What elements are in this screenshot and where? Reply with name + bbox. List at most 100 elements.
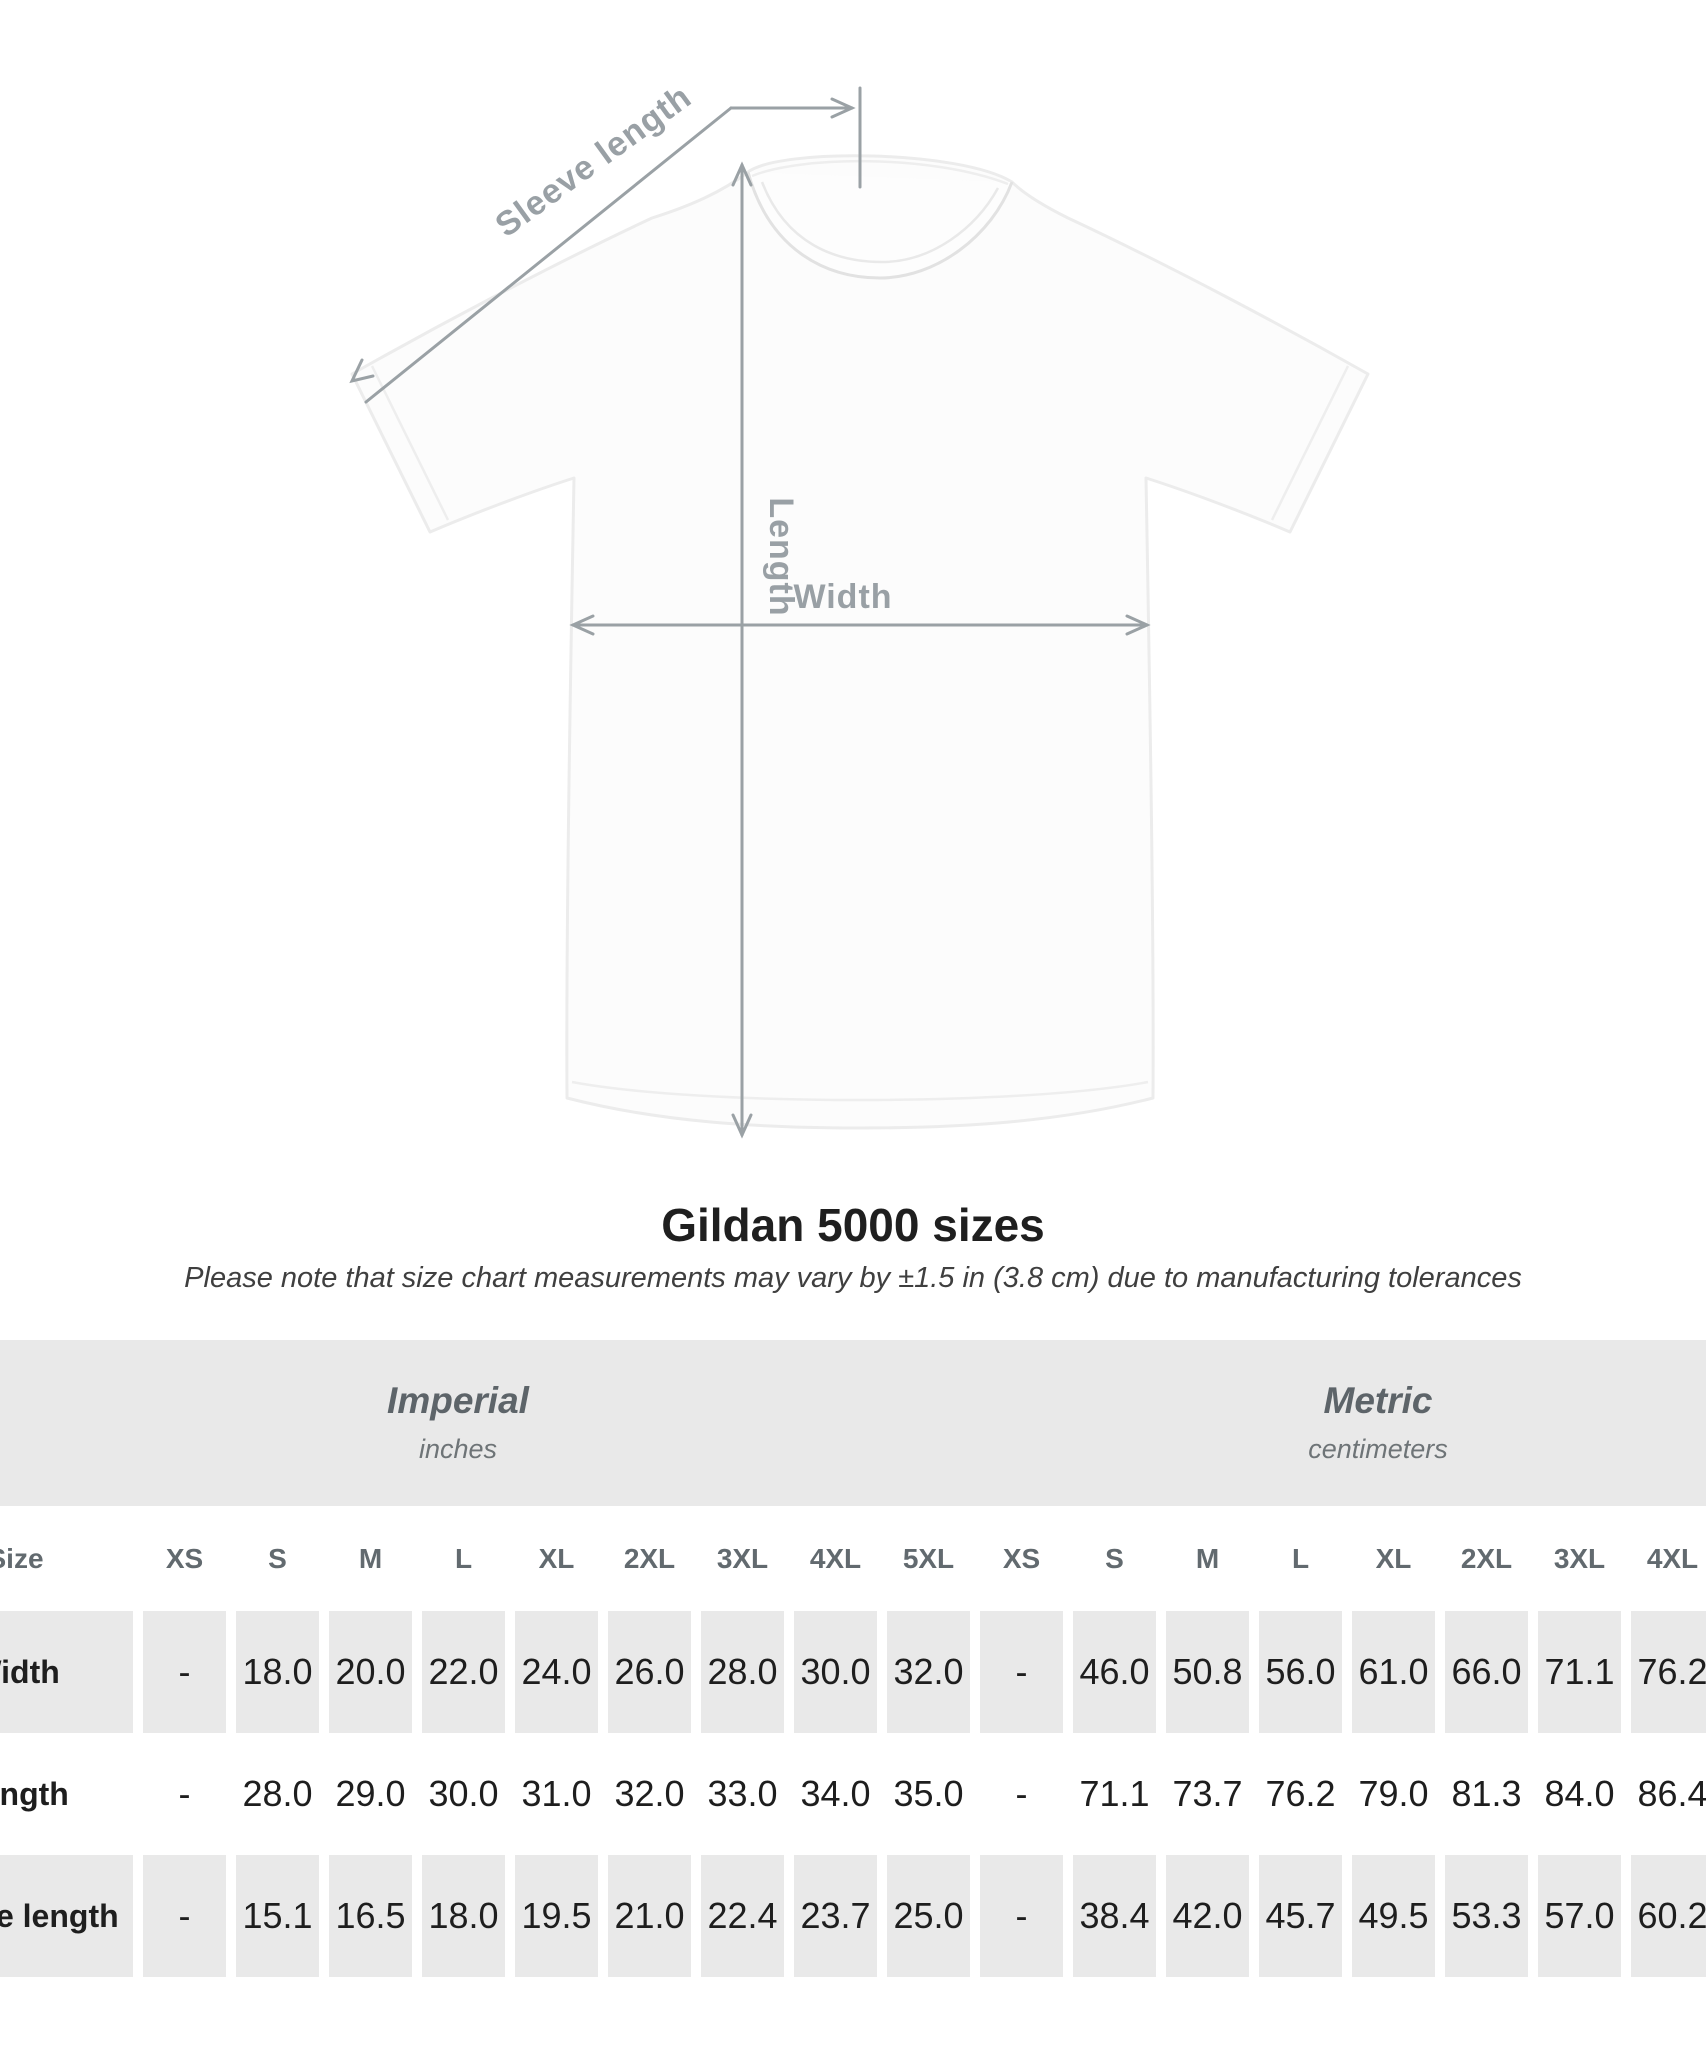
tolerance-note: Please note that size chart measurements…	[184, 1262, 1522, 1294]
table-row-sleeve-length: Sleeve length-15.116.518.019.521.022.423…	[0, 1855, 1706, 1977]
cell-imperial-value: 30.0	[794, 1611, 877, 1733]
row-label: Width	[0, 1611, 133, 1733]
cell-metric-value: 71.1	[1079, 1773, 1150, 1814]
imperial-unit: inches	[418, 1434, 498, 1464]
cell-imperial-value: -	[143, 1855, 226, 1977]
cell-imperial-value: 29.0	[335, 1773, 406, 1814]
metric-unit-header: Metric centimeters	[1038, 1340, 1706, 1465]
table-row-length: Length - 28.0 29.0 30.0 31.0 32.0 33.0 34.0 35.0 -…	[0, 1733, 1706, 1855]
cell-metric-value: 50.8	[1166, 1611, 1249, 1733]
col-header-imperial-xs: XS	[165, 1542, 204, 1574]
col-header-imperial-2xl: 2XL	[623, 1542, 676, 1574]
col-header-imperial-s: S	[268, 1542, 287, 1574]
page-title: Gildan 5000 sizes	[661, 1199, 1045, 1251]
cell-metric-value: 66.0	[1445, 1611, 1528, 1733]
col-header-metric-2xl: 2XL	[1460, 1542, 1513, 1574]
row-label-size: Size	[0, 1542, 44, 1574]
col-header-metric-s: S	[1105, 1542, 1124, 1574]
cell-imperial-value: -	[143, 1611, 226, 1733]
unit-header-band: Imperial inches Metric centimeters	[0, 1340, 1706, 1506]
col-header-imperial-m: M	[358, 1542, 383, 1574]
cell-metric-value: 76.2	[1631, 1611, 1706, 1733]
cell-metric-value: 81.3	[1451, 1773, 1522, 1814]
size-table: Imperial inches Metric centimeters Size X…	[0, 1340, 1706, 1977]
cell-metric-value: 46.0	[1073, 1611, 1156, 1733]
left-sleeve-hem	[370, 365, 450, 521]
table-row-width: Width-18.020.022.024.026.028.030.032.0-4…	[0, 1611, 1706, 1733]
row-label: Sleeve length	[0, 1855, 133, 1977]
metric-unit: centimeters	[1308, 1434, 1448, 1464]
cell-imperial-value: 32.0	[887, 1611, 970, 1733]
tshirt-graphic	[350, 154, 1370, 1130]
width-label: Width	[793, 578, 892, 616]
width-arrow	[569, 614, 1151, 636]
col-header-metric-m: M	[1195, 1542, 1220, 1574]
cell-imperial-value: 15.1	[236, 1855, 319, 1977]
tshirt-body	[350, 154, 1370, 1130]
imperial-title: Imperial	[387, 1380, 529, 1421]
size-table-body: Size XS S M L XL 2XL 3XL 4XL 5XL XS S M L XL 2XL 3XL 4XL W…	[0, 1506, 1706, 1977]
cell-metric-value: 49.5	[1352, 1855, 1435, 1977]
cell-imperial-value: 32.0	[614, 1773, 685, 1814]
right-sleeve-hem	[1270, 365, 1350, 521]
cell-imperial-value: 20.0	[329, 1611, 412, 1733]
cell-imperial-value: 19.5	[515, 1855, 598, 1977]
col-header-imperial-xl: XL	[538, 1542, 575, 1574]
cell-imperial-value: -	[178, 1773, 191, 1814]
col-header-imperial-5xl: 5XL	[902, 1542, 955, 1574]
col-header-metric-3xl: 3XL	[1553, 1542, 1606, 1574]
col-header-imperial-l: L	[454, 1542, 473, 1574]
cell-metric-value: 45.7	[1259, 1855, 1342, 1977]
cell-imperial-value: 21.0	[608, 1855, 691, 1977]
cell-metric-value: 61.0	[1352, 1611, 1435, 1733]
cell-imperial-value: 30.0	[428, 1773, 499, 1814]
cell-metric-value: 71.1	[1538, 1611, 1621, 1733]
cell-imperial-value: 25.0	[887, 1855, 970, 1977]
cell-metric-value: 57.0	[1538, 1855, 1621, 1977]
cell-metric-value: 76.2	[1265, 1773, 1336, 1814]
cell-metric-value: 84.0	[1544, 1773, 1615, 1814]
cell-imperial-value: 26.0	[608, 1611, 691, 1733]
metric-title: Metric	[1323, 1380, 1433, 1421]
cell-imperial-value: 16.5	[329, 1855, 412, 1977]
cell-imperial-value: 33.0	[707, 1773, 778, 1814]
cell-imperial-value: 34.0	[800, 1773, 871, 1814]
cell-metric-value: -	[980, 1855, 1063, 1977]
col-header-metric-l: L	[1291, 1542, 1310, 1574]
cell-metric-value: 38.4	[1073, 1855, 1156, 1977]
cell-imperial-value: 23.7	[794, 1855, 877, 1977]
col-header-metric-4xl: 4XL	[1646, 1542, 1699, 1574]
cell-metric-value: -	[980, 1611, 1063, 1733]
cell-imperial-value: 28.0	[242, 1773, 313, 1814]
sleeve-length-arrow	[349, 86, 862, 404]
cell-imperial-value: 22.0	[422, 1611, 505, 1733]
length-label: Length	[762, 497, 800, 616]
cell-metric-value: 79.0	[1358, 1773, 1429, 1814]
tshirt-collar-outer	[746, 171, 1014, 280]
cell-imperial-value: 18.0	[236, 1611, 319, 1733]
row-label: Length	[0, 1775, 69, 1812]
cell-imperial-value: 22.4	[701, 1855, 784, 1977]
cell-imperial-value: 18.0	[422, 1855, 505, 1977]
cell-metric-value: 53.3	[1445, 1855, 1528, 1977]
tshirt-measurement-diagram: Sleeve length Length Width	[349, 77, 1370, 1139]
col-header-imperial-4xl: 4XL	[809, 1542, 862, 1574]
col-header-imperial-3xl: 3XL	[716, 1542, 769, 1574]
cell-metric-value: 56.0	[1259, 1611, 1342, 1733]
measurement-arrows	[349, 86, 1151, 1139]
cell-metric-value: 60.2	[1631, 1855, 1706, 1977]
cell-imperial-value: 31.0	[521, 1773, 592, 1814]
length-arrow	[731, 161, 753, 1139]
cell-imperial-value: 35.0	[893, 1773, 964, 1814]
imperial-unit-header: Imperial inches	[0, 1340, 1038, 1465]
cell-imperial-value: 28.0	[701, 1611, 784, 1733]
cell-metric-value: 42.0	[1166, 1855, 1249, 1977]
bottom-hem-stitch	[571, 1080, 1149, 1102]
cell-metric-value: -	[1015, 1773, 1028, 1814]
cell-metric-value: 73.7	[1172, 1773, 1243, 1814]
cell-imperial-value: 24.0	[515, 1611, 598, 1733]
tshirt-collar-back	[751, 159, 1009, 186]
cell-metric-value: 86.4	[1637, 1773, 1706, 1814]
tshirt-collar-inner	[760, 181, 1000, 264]
size-header-row: Size XS S M L XL 2XL 3XL 4XL 5XL XS S M L XL 2XL 3XL 4XL	[0, 1506, 1706, 1611]
